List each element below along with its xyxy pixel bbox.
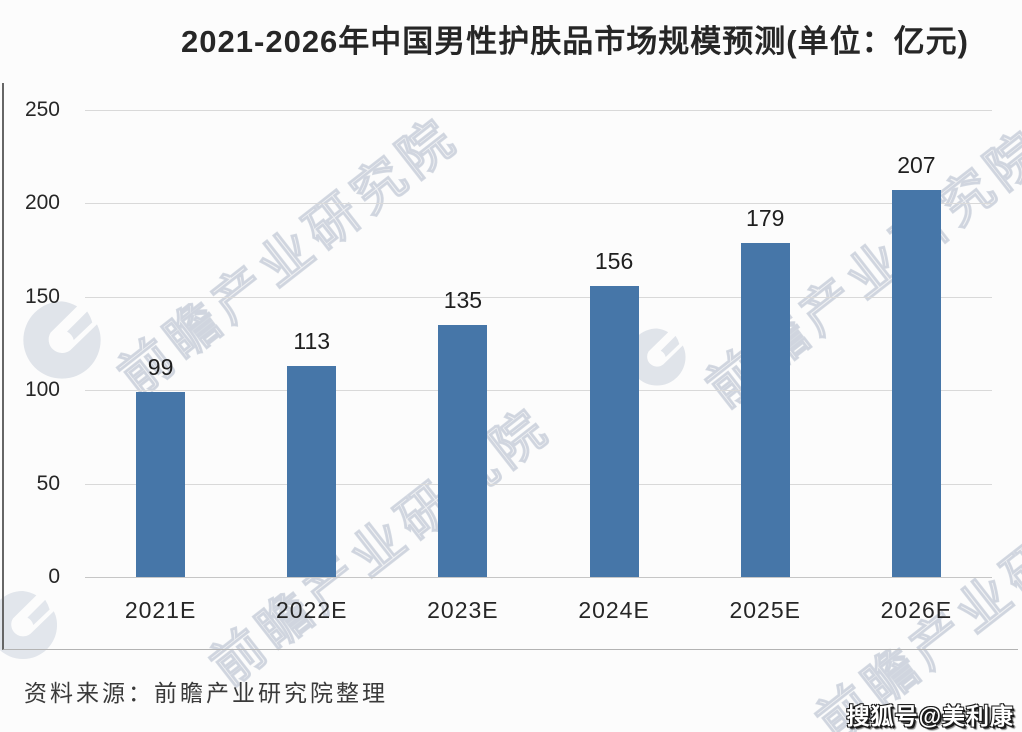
gridline — [85, 203, 992, 205]
gridline — [85, 110, 992, 111]
bar — [891, 190, 941, 577]
gridline — [85, 390, 992, 392]
bar-group: 135 2023E — [387, 110, 538, 623]
bar — [136, 392, 186, 577]
x-tick-label: 2024E — [578, 597, 650, 623]
y-tick-label: 100 — [24, 378, 60, 402]
publisher-badge: 搜狐号@美利康 — [846, 703, 1014, 729]
y-tick-label: 50 — [36, 471, 60, 495]
y-tick-label: 150 — [24, 284, 60, 308]
bar — [287, 365, 337, 577]
bar — [589, 285, 639, 577]
y-tick-label: 250 — [24, 98, 60, 121]
bar-value-label: 99 — [147, 354, 174, 381]
bar-group: 113 2022E — [236, 110, 387, 623]
y-tick-label: 200 — [24, 191, 60, 215]
x-tick-label: 2022E — [275, 597, 348, 623]
bar-group: 99 2021E — [85, 110, 236, 623]
x-tick-label: 2021E — [124, 597, 197, 623]
plot-area: 99 2021E 113 2022E 135 2023E 156 2024E 179 2025E 2… — [85, 110, 992, 623]
x-tick-label: 2026E — [880, 597, 953, 623]
source-note: 资料来源：前瞻产业研究院整理 — [24, 680, 388, 706]
bar-value-label: 207 — [897, 152, 936, 179]
y-tick-label: 0 — [48, 565, 60, 588]
x-tick-label: 2025E — [729, 597, 801, 623]
bar — [438, 324, 488, 577]
chart-title: 2021-2026年中国男性护肤品市场规模预测(单位：亿元) — [181, 24, 969, 59]
bar-value-label: 113 — [293, 327, 331, 354]
bar-group: 207 2026E — [841, 110, 992, 623]
gridline — [85, 296, 992, 298]
bar-value-label: 156 — [594, 247, 634, 274]
gridline — [85, 483, 992, 485]
bar-value-label: 179 — [746, 204, 785, 231]
bar-group: 179 2025E — [690, 110, 841, 623]
bar-value-label: 135 — [443, 286, 483, 313]
bar-group: 156 2024E — [539, 110, 690, 623]
chart-plot-frame: 99 2021E 113 2022E 135 2023E 156 2024E 179 2025E 2… — [2, 83, 1018, 650]
x-tick-label: 2023E — [427, 597, 499, 623]
bar — [740, 242, 790, 577]
